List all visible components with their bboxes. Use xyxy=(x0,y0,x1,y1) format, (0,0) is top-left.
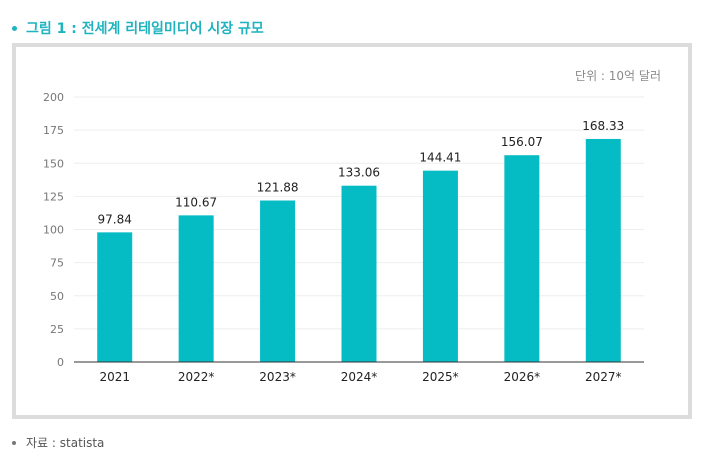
y-tick-label: 0 xyxy=(57,356,64,369)
x-tick-label: 2027* xyxy=(585,370,622,384)
x-tick-label: 2022* xyxy=(178,370,215,384)
y-tick-label: 50 xyxy=(50,290,64,303)
bullet-icon xyxy=(12,440,16,445)
y-tick-label: 25 xyxy=(50,323,64,336)
data-label: 121.88 xyxy=(257,181,299,195)
bar xyxy=(178,215,214,362)
bar xyxy=(341,185,377,362)
data-label: 133.06 xyxy=(338,166,380,180)
bullet-icon xyxy=(12,25,17,31)
y-tick-label: 175 xyxy=(43,124,64,137)
y-tick-label: 150 xyxy=(43,157,64,170)
data-label: 168.33 xyxy=(582,119,624,133)
y-tick-label: 125 xyxy=(43,190,64,203)
y-tick-label: 200 xyxy=(43,91,64,104)
x-tick-label: 2024* xyxy=(341,370,378,384)
bar xyxy=(585,138,621,362)
x-tick-label: 2023* xyxy=(259,370,296,384)
data-label: 110.67 xyxy=(175,195,217,209)
x-tick-label: 2025* xyxy=(422,370,459,384)
bar xyxy=(97,232,133,362)
source-text: 자료 : statista xyxy=(26,436,105,450)
data-label: 97.84 xyxy=(98,212,132,226)
x-tick-label: 2026* xyxy=(504,370,541,384)
source-note: 자료 : statista xyxy=(12,434,104,451)
y-tick-label: 100 xyxy=(43,224,64,237)
bar xyxy=(260,200,296,362)
bar xyxy=(422,170,458,362)
unit-label: 단위 : 10억 달러 xyxy=(575,69,661,83)
data-label: 156.07 xyxy=(501,135,543,149)
data-label: 144.41 xyxy=(419,151,461,165)
bar xyxy=(504,155,540,362)
chart-heading: 그림 1 : 전세계 리테일미디어 시장 규모 xyxy=(12,18,264,38)
x-tick-label: 2021 xyxy=(99,370,130,384)
y-tick-label: 75 xyxy=(50,257,64,270)
chart-title: 그림 1 : 전세계 리테일미디어 시장 규모 xyxy=(26,21,264,37)
